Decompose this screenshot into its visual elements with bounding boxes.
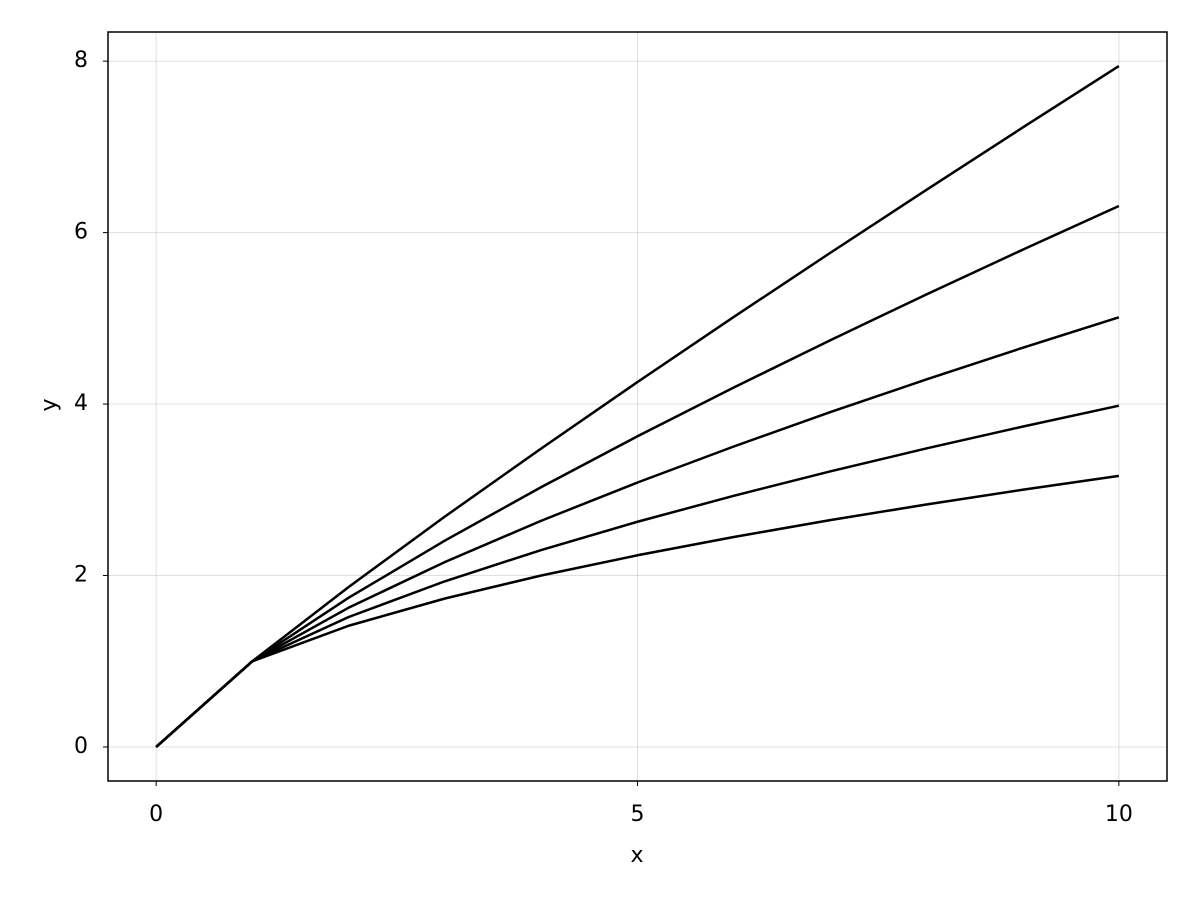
plot-frame [107,31,1168,782]
x-tick-label: 10 [1105,802,1133,827]
line-series [155,64,1120,748]
y-axis-label: y [37,398,62,411]
line-series [155,316,1120,748]
x-axis-label: x [630,843,643,868]
line-series [155,474,1120,748]
y-tick-label: 4 [74,391,88,416]
x-tick-label: 0 [149,802,163,827]
line-series [155,204,1120,748]
line-series [155,404,1120,748]
x-tick-label: 5 [631,802,645,827]
y-tick-label: 0 [74,734,88,759]
y-tick-label: 8 [74,48,88,73]
y-tick-label: 2 [74,563,88,588]
y-tick-label: 6 [74,220,88,245]
